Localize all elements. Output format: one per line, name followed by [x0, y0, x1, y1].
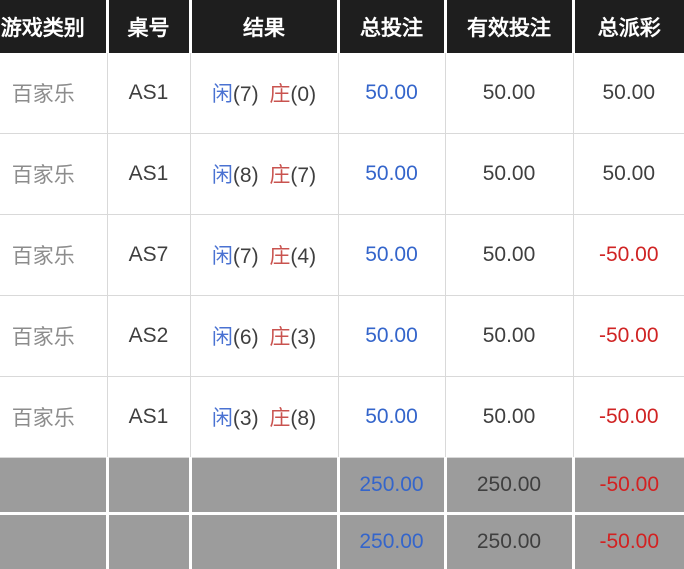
table-row: 百家乐 AS1 闲(8) 庄(7) 50.00 50.00 50.00 [0, 134, 684, 215]
table-summary: 250.00 250.00 -50.00 250.00 250.00 -50.0… [0, 458, 684, 569]
valid-bet-cell: 50.00 [445, 134, 573, 215]
player-result-value: (7) [233, 83, 259, 106]
game-category-cell: 百家乐 [0, 296, 107, 377]
summary-empty-cell [0, 458, 107, 514]
total-bet-cell: 50.00 [338, 53, 445, 134]
table-row: 百家乐 AS7 闲(7) 庄(4) 50.00 50.00 -50.00 [0, 215, 684, 296]
player-result-label: 闲 [212, 83, 233, 106]
player-result-value: (3) [233, 407, 259, 430]
banker-result-label: 庄 [269, 245, 290, 268]
player-result-value: (6) [233, 326, 259, 349]
valid-bet-cell: 50.00 [445, 215, 573, 296]
table-number-cell: AS1 [107, 53, 190, 134]
summary-row: 250.00 250.00 -50.00 [0, 458, 684, 514]
table-number-cell: AS2 [107, 296, 190, 377]
table-row: 百家乐 AS1 闲(3) 庄(8) 50.00 50.00 -50.00 [0, 377, 684, 458]
total-payout-cell: -50.00 [573, 296, 684, 377]
total-bet-cell: 50.00 [338, 134, 445, 215]
summary-total-payout-cell: -50.00 [573, 458, 684, 514]
total-bet-cell: 50.00 [338, 377, 445, 458]
result-cell: 闲(3) 庄(8) [190, 377, 338, 458]
player-result-label: 闲 [212, 245, 233, 268]
header-valid-bet: 有效投注 [445, 0, 573, 53]
summary-valid-bet-cell: 250.00 [445, 458, 573, 514]
table-number-cell: AS1 [107, 377, 190, 458]
summary-empty-cell [107, 458, 190, 514]
total-payout-cell: -50.00 [573, 215, 684, 296]
banker-result-label: 庄 [269, 164, 290, 187]
result-cell: 闲(8) 庄(7) [190, 134, 338, 215]
summary-empty-cell [190, 458, 338, 514]
banker-result-value: (0) [290, 83, 316, 106]
result-cell: 闲(7) 庄(0) [190, 53, 338, 134]
result-cell: 闲(7) 庄(4) [190, 215, 338, 296]
table-row: 百家乐 AS1 闲(7) 庄(0) 50.00 50.00 50.00 [0, 53, 684, 134]
game-category-cell: 百家乐 [0, 377, 107, 458]
header-row: 游戏类别 桌号 结果 总投注 有效投注 总派彩 [0, 0, 684, 53]
table-number-cell: AS7 [107, 215, 190, 296]
player-result-label: 闲 [212, 164, 233, 187]
player-result-value: (7) [233, 245, 259, 268]
banker-result-value: (3) [290, 326, 316, 349]
total-payout-cell: 50.00 [573, 53, 684, 134]
header-total-bet: 总投注 [338, 0, 445, 53]
valid-bet-cell: 50.00 [445, 53, 573, 134]
banker-result-label: 庄 [269, 326, 290, 349]
result-cell: 闲(6) 庄(3) [190, 296, 338, 377]
valid-bet-cell: 50.00 [445, 296, 573, 377]
table-row: 百家乐 AS2 闲(6) 庄(3) 50.00 50.00 -50.00 [0, 296, 684, 377]
table-number-cell: AS1 [107, 134, 190, 215]
game-category-cell: 百家乐 [0, 53, 107, 134]
valid-bet-cell: 50.00 [445, 377, 573, 458]
total-bet-cell: 50.00 [338, 215, 445, 296]
banker-result-value: (8) [290, 407, 316, 430]
game-category-cell: 百家乐 [0, 215, 107, 296]
total-payout-cell: -50.00 [573, 377, 684, 458]
banker-result-label: 庄 [269, 407, 290, 430]
header-table-number: 桌号 [107, 0, 190, 53]
header-result: 结果 [190, 0, 338, 53]
player-result-value: (8) [233, 164, 259, 187]
game-category-cell: 百家乐 [0, 134, 107, 215]
table-header: 游戏类别 桌号 结果 总投注 有效投注 总派彩 [0, 0, 684, 53]
player-result-label: 闲 [212, 407, 233, 430]
total-bet-cell: 50.00 [338, 296, 445, 377]
banker-result-value: (4) [290, 245, 316, 268]
player-result-label: 闲 [212, 326, 233, 349]
banker-result-value: (7) [290, 164, 316, 187]
table-body: 百家乐 AS1 闲(7) 庄(0) 50.00 50.00 50.00 百家乐 … [0, 53, 684, 458]
header-total-payout: 总派彩 [573, 0, 684, 53]
banker-result-label: 庄 [269, 83, 290, 106]
header-game-category: 游戏类别 [0, 0, 107, 53]
total-payout-cell: 50.00 [573, 134, 684, 215]
summary-total-bet-cell: 250.00 [338, 458, 445, 514]
